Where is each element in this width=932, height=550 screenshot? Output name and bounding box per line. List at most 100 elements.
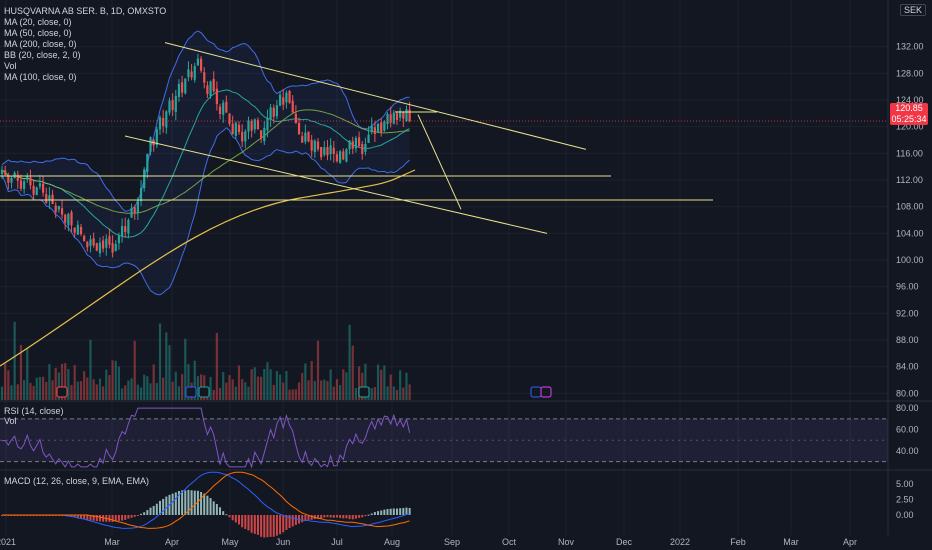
macd-histogram-bar [165,496,168,515]
volume-bar [13,321,16,400]
volume-bar [165,332,168,400]
rsi-pane-label[interactable]: RSI (14, close) Vol [4,406,64,426]
volume-bar [241,379,244,400]
candle-body [402,112,405,119]
volume-bar [98,378,102,400]
bollinger-band-fill [2,31,410,295]
volume-bar [89,339,92,400]
macd-histogram-bar [127,515,130,519]
macd-histogram-bar [80,515,82,519]
candle-body [19,180,23,189]
indicator-vol[interactable]: Vol [4,61,17,71]
volume-bar [354,388,358,400]
rsi-tick-label: 60.00 [896,425,919,435]
candle-body [117,236,121,244]
volume-bar [386,386,389,400]
macd-histogram-bar [288,515,291,529]
time-tick-label: May [221,537,239,547]
macd-histogram-bar [108,515,111,522]
volume-bar [139,387,143,400]
rsi-line [1,407,411,469]
indicator-ma200[interactable]: MA (200, close, 0) [4,39,77,49]
candle-body [10,178,13,183]
indicator-ma100[interactable]: MA (100, close, 0) [4,72,77,82]
volume-bar [95,384,98,400]
volume-bar [313,381,316,400]
macd-histogram-bar [269,515,272,537]
volume-bar [380,369,383,400]
ma50-line [1,109,410,214]
volume-bar [83,371,86,400]
volume-bar [231,379,234,400]
macd-histogram-bar [209,498,212,515]
candle-body [76,224,79,235]
volume-bar [133,340,136,400]
volume-bar [143,374,146,400]
volume-bar [361,372,364,400]
volume-bar [247,386,250,400]
volume-bar [253,367,256,400]
volume-bar [297,382,301,400]
candle-body [373,127,376,134]
macd-histogram-bar [228,515,231,518]
macd-histogram-bar [111,515,114,522]
volume-bar [146,376,149,400]
candle-body [64,214,67,223]
macd-histogram-bar [143,512,146,515]
candle-body [146,154,149,172]
candle-body [212,78,215,92]
indicator-legend: HUSQVARNA AB SER. B, 1D, OMXSTO MA (20, … [4,6,166,83]
indicator-ma20[interactable]: MA (20, close, 0) [4,17,72,27]
indicator-ma50[interactable]: MA (50, close, 0) [4,28,72,38]
symbol-title[interactable]: HUSQVARNA AB SER. B, 1D, OMXSTO [4,6,167,16]
macd-histogram-bar [174,492,177,515]
candle-body [386,114,389,124]
ma200-line [0,169,416,367]
macd-histogram-bar [184,490,187,515]
candle-body [0,170,4,174]
rsi-sub-label: Vol [4,416,17,426]
volume-bar [320,380,323,400]
channel-lower-trendline [124,135,548,234]
candle-body [241,131,244,142]
currency-label[interactable]: SEK [899,4,926,16]
volume-bar [45,381,48,400]
indicator-bb[interactable]: BB (20, close, 2, 0) [4,50,81,60]
macd-histogram-bar [345,515,348,519]
volume-bar [35,377,38,400]
volume-bar [86,377,89,400]
event-marker-icon [358,386,370,398]
volume-bar [373,387,376,400]
time-tick-label: Apr [843,537,857,547]
bollinger-lower-line [1,127,410,296]
candle-body [184,78,187,94]
volume-bar [177,386,181,400]
candle-body [16,174,19,181]
macd-histogram-bar [98,515,101,522]
candle-body [389,114,392,123]
candle-body [38,183,42,187]
macd-histogram-bar [367,514,370,516]
candle-body [73,227,76,233]
macd-histogram-bar [206,495,209,515]
rsi-tick-label: 80.00 [896,403,919,413]
time-tick-label: Feb [730,537,746,547]
macd-histogram-bar [348,515,351,520]
macd-pane-label[interactable]: MACD (12, 26, close, 9, EMA, EMA) [4,476,149,486]
macd-histogram-bar [177,490,180,515]
candle-body [120,226,124,237]
candle-body [136,200,139,213]
macd-histogram-bar [392,508,395,515]
countdown: 05:25:34 [891,114,927,124]
candle-body [288,90,291,103]
macd-histogram-bar [386,509,389,515]
last-price-value: 120.85 [895,103,923,113]
volume-bar [124,385,127,400]
volume-bar [395,389,399,400]
volume-bar [0,386,4,400]
volume-bar [19,344,23,400]
volume-bar [79,381,83,400]
candle-body [26,176,29,180]
macd-histogram-bar [301,515,304,523]
